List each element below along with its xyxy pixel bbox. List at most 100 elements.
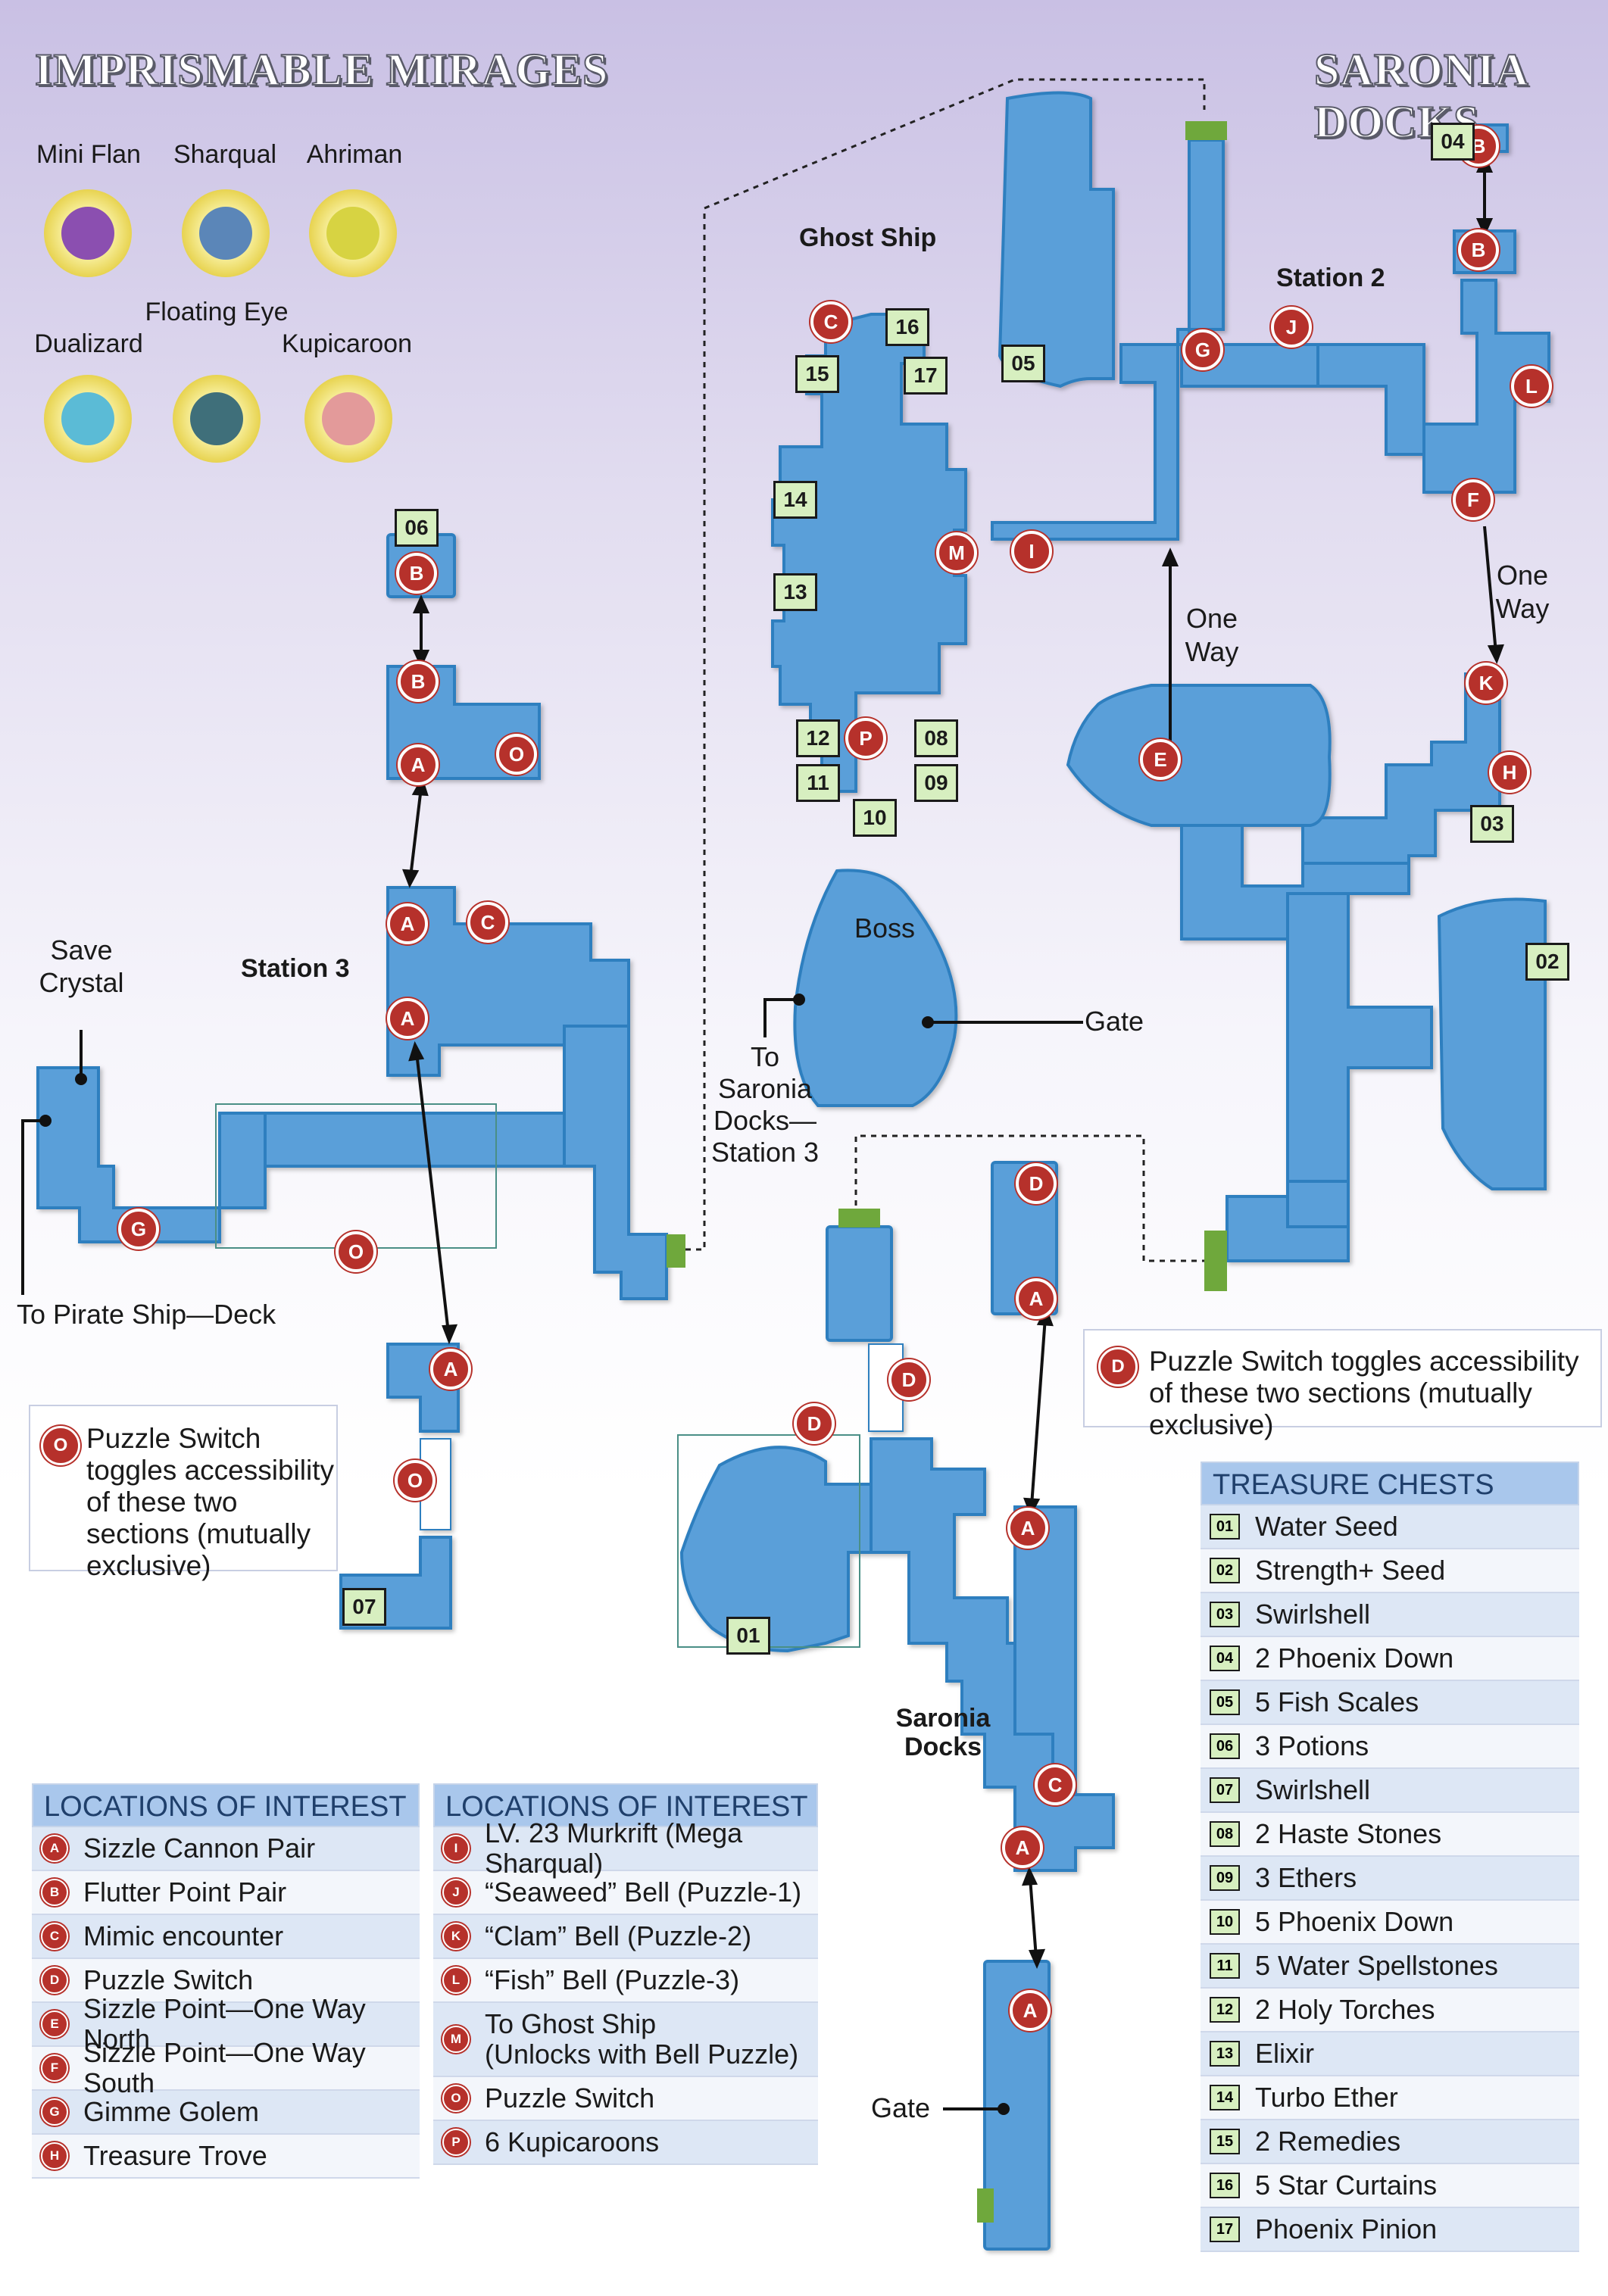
map-marker[interactable]: A	[387, 903, 428, 944]
title-imprismable-mirages: IMPRISMABLE MIRAGES	[34, 44, 609, 95]
map-marker[interactable]: E	[1140, 739, 1181, 780]
note-marker-o: O	[41, 1426, 80, 1465]
pointer-saronia-st3	[763, 998, 799, 1037]
legend-row: 07 Swirlshell	[1201, 1769, 1579, 1813]
dotted-path-boss	[854, 1134, 1204, 1262]
map-chest[interactable]: 11	[796, 764, 840, 802]
label-ghost-ship: Ghost Ship	[799, 223, 937, 252]
map-chest[interactable]: 13	[773, 573, 817, 611]
label-saronia-docks: Saronia Docks	[895, 1704, 991, 1761]
map-chest[interactable]: 17	[904, 357, 948, 395]
arrow-a-a-bottom	[1029, 1877, 1038, 1958]
label-save-crystal: Save Crystal	[39, 934, 124, 998]
corridor-right-low	[1286, 892, 1433, 1190]
legend-chests-title: TREASURE CHESTS	[1201, 1462, 1579, 1505]
map-chest[interactable]: 09	[914, 764, 958, 802]
label-station-2: Station 2	[1276, 264, 1385, 292]
legend-row: 10 5 Phoenix Down	[1201, 1901, 1579, 1945]
legend-row: 09 3 Ethers	[1201, 1857, 1579, 1901]
map-marker[interactable]: A	[1007, 1508, 1048, 1549]
map-marker[interactable]: L	[1511, 366, 1552, 407]
map-marker[interactable]: A	[1016, 1278, 1057, 1319]
legend-treasure-chests: TREASURE CHESTS 01 Water Seed 02 Strength+…	[1201, 1462, 1579, 2252]
map-marker[interactable]: A	[398, 744, 439, 785]
map-marker[interactable]: A	[1002, 1827, 1043, 1868]
legend-row: 06 3 Potions	[1201, 1725, 1579, 1769]
map-marker[interactable]: H	[1489, 752, 1530, 793]
map-marker[interactable]: P	[845, 718, 886, 759]
map-chest[interactable]: 15	[795, 355, 839, 393]
arrow-a-a-long	[415, 1052, 450, 1334]
label-one-way-north: One Way	[1185, 603, 1239, 667]
map-chest[interactable]: 04	[1431, 123, 1475, 161]
legend-row: E Sizzle Point—One Way North	[32, 1994, 420, 2054]
legend-row: A Sizzle Cannon Pair	[32, 1827, 420, 1871]
legend-locations-left: LOCATIONS OF INTEREST A Sizzle Cannon Pai…	[32, 1783, 420, 2179]
map-marker[interactable]: C	[810, 301, 851, 342]
map-chest[interactable]: 14	[773, 481, 817, 519]
mirage-name-dualizard: Dualizard	[34, 329, 143, 358]
map-marker[interactable]: C	[467, 902, 508, 943]
map-marker[interactable]: O	[496, 734, 537, 775]
map-marker[interactable]: O	[336, 1231, 376, 1272]
mini-flan-icon	[44, 189, 132, 277]
map-chest[interactable]: 08	[914, 719, 958, 757]
arrow-one-way-south	[1483, 526, 1497, 654]
map-marker[interactable]: A	[387, 998, 428, 1039]
legend-row: K “Clam” Bell (Puzzle-2)	[433, 1915, 818, 1959]
map-marker[interactable]: F	[1453, 479, 1494, 520]
mirage-name-sharqual: Sharqual	[173, 140, 277, 169]
legend-row: 11 5 Water Spellstones	[1201, 1945, 1579, 1989]
legend-locations-mid: LOCATIONS OF INTEREST I LV. 23 Murkrift (…	[433, 1783, 818, 2165]
map-chest[interactable]: 10	[853, 799, 897, 837]
connector-right-low	[1204, 1231, 1227, 1291]
legend-row: 14 Turbo Ether	[1201, 2076, 1579, 2120]
corridor-station2b	[1316, 343, 1425, 456]
map-marker[interactable]: I	[1011, 531, 1052, 572]
map-chest[interactable]: 05	[1001, 345, 1045, 382]
map-marker[interactable]: B	[1458, 229, 1499, 270]
legend-row: 12 2 Holy Torches	[1201, 1989, 1579, 2032]
connector-bottom	[977, 2188, 994, 2223]
legend-mid-title: LOCATIONS OF INTEREST	[433, 1783, 818, 1827]
map-marker[interactable]: M	[936, 532, 977, 573]
map-marker[interactable]: B	[398, 661, 439, 702]
legend-row: O Puzzle Switch	[433, 2077, 818, 2121]
dualizard-icon	[44, 375, 132, 463]
legend-row: 15 2 Remedies	[1201, 2120, 1579, 2164]
map-marker[interactable]: G	[118, 1209, 159, 1249]
map-marker[interactable]: C	[1035, 1764, 1076, 1805]
label-station-3: Station 3	[241, 954, 350, 983]
legend-row: 17 Phoenix Pinion	[1201, 2208, 1579, 2252]
map-marker[interactable]: D	[888, 1359, 929, 1400]
connector-top	[1185, 121, 1227, 140]
map-marker[interactable]: J	[1271, 307, 1312, 348]
map-marker[interactable]: D	[794, 1403, 835, 1444]
legend-row: H Treasure Trove	[32, 2135, 420, 2179]
room-05	[998, 91, 1115, 388]
map-marker[interactable]: K	[1466, 663, 1507, 703]
map-chest[interactable]: 01	[726, 1617, 770, 1655]
map-marker[interactable]: A	[430, 1349, 471, 1390]
legend-row: F Sizzle Point—One Way South	[32, 2038, 420, 2098]
map-chest[interactable]: 12	[796, 719, 840, 757]
map-chest[interactable]: 16	[885, 308, 929, 346]
corridor-g	[218, 1112, 267, 1209]
map-marker[interactable]: O	[395, 1460, 436, 1501]
map-chest[interactable]: 07	[342, 1588, 386, 1626]
map-marker[interactable]: D	[1016, 1163, 1057, 1204]
legend-row: C Mimic encounter	[32, 1915, 420, 1959]
legend-row: G Gimme Golem	[32, 2091, 420, 2135]
note-o-text: Puzzle Switch toggles accessibility of t…	[86, 1423, 334, 1581]
map-chest[interactable]: 03	[1470, 805, 1514, 843]
label-boss: Boss	[854, 912, 916, 944]
room-e	[1066, 684, 1332, 827]
map-marker[interactable]: G	[1182, 329, 1223, 370]
map-marker[interactable]: B	[396, 553, 437, 594]
map-chest[interactable]: 02	[1525, 943, 1569, 981]
map-marker[interactable]: A	[1010, 1990, 1051, 2031]
map-chest[interactable]: 06	[395, 509, 439, 547]
legend-row: M To Ghost Ship (Unlocks with Bell Puzzle)	[433, 2003, 818, 2077]
connector-station3	[667, 1234, 685, 1268]
